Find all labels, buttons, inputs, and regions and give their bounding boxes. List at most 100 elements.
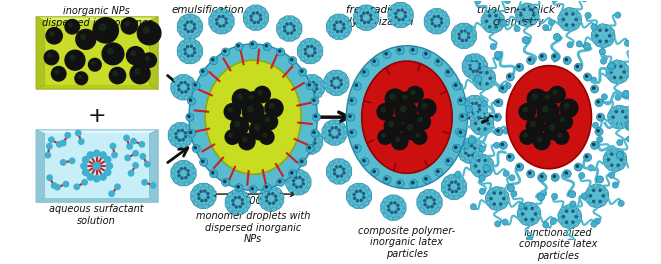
Circle shape bbox=[186, 21, 188, 23]
Circle shape bbox=[342, 168, 344, 170]
Circle shape bbox=[290, 23, 292, 25]
Circle shape bbox=[481, 17, 485, 22]
Circle shape bbox=[607, 105, 631, 129]
Circle shape bbox=[260, 130, 274, 144]
Circle shape bbox=[243, 192, 248, 197]
Circle shape bbox=[367, 5, 371, 10]
Circle shape bbox=[401, 106, 406, 112]
Circle shape bbox=[184, 24, 186, 26]
Circle shape bbox=[424, 190, 429, 194]
Circle shape bbox=[611, 153, 613, 155]
Circle shape bbox=[124, 135, 130, 141]
Circle shape bbox=[265, 99, 283, 117]
Circle shape bbox=[235, 197, 237, 199]
Circle shape bbox=[308, 147, 311, 149]
Circle shape bbox=[354, 18, 358, 23]
Circle shape bbox=[576, 210, 581, 215]
Circle shape bbox=[324, 70, 349, 96]
Circle shape bbox=[494, 100, 500, 106]
Circle shape bbox=[488, 26, 490, 28]
Circle shape bbox=[478, 128, 480, 130]
Circle shape bbox=[192, 88, 196, 92]
Circle shape bbox=[171, 88, 175, 92]
Circle shape bbox=[438, 30, 442, 34]
Circle shape bbox=[520, 130, 535, 144]
Circle shape bbox=[505, 83, 511, 89]
Circle shape bbox=[529, 172, 531, 174]
Circle shape bbox=[381, 195, 406, 220]
Circle shape bbox=[537, 194, 545, 201]
Circle shape bbox=[222, 30, 227, 34]
Circle shape bbox=[431, 22, 434, 25]
Circle shape bbox=[484, 128, 486, 130]
Circle shape bbox=[455, 129, 461, 135]
Circle shape bbox=[545, 120, 564, 140]
Circle shape bbox=[385, 53, 387, 55]
Circle shape bbox=[444, 177, 464, 197]
Circle shape bbox=[475, 116, 480, 121]
Circle shape bbox=[572, 206, 577, 210]
Circle shape bbox=[499, 141, 508, 149]
Circle shape bbox=[356, 23, 361, 28]
Circle shape bbox=[336, 136, 338, 138]
Circle shape bbox=[131, 51, 136, 56]
Circle shape bbox=[403, 96, 407, 99]
Circle shape bbox=[50, 32, 54, 36]
Circle shape bbox=[602, 201, 606, 205]
Circle shape bbox=[465, 72, 469, 77]
Circle shape bbox=[563, 56, 571, 65]
Circle shape bbox=[427, 11, 432, 16]
Circle shape bbox=[57, 142, 62, 147]
Circle shape bbox=[194, 201, 198, 206]
Circle shape bbox=[221, 178, 230, 186]
Circle shape bbox=[293, 169, 298, 174]
Circle shape bbox=[600, 23, 604, 28]
Circle shape bbox=[563, 223, 567, 228]
Circle shape bbox=[464, 148, 467, 150]
Circle shape bbox=[241, 199, 243, 201]
Circle shape bbox=[481, 174, 485, 178]
Circle shape bbox=[586, 198, 590, 202]
Circle shape bbox=[319, 136, 323, 141]
Circle shape bbox=[514, 26, 520, 32]
Circle shape bbox=[476, 156, 480, 161]
Circle shape bbox=[194, 51, 196, 54]
Circle shape bbox=[342, 73, 346, 77]
Circle shape bbox=[575, 18, 577, 21]
Circle shape bbox=[574, 25, 579, 29]
Circle shape bbox=[174, 179, 178, 183]
Circle shape bbox=[497, 130, 499, 132]
Circle shape bbox=[516, 17, 520, 21]
Circle shape bbox=[180, 56, 184, 61]
Circle shape bbox=[374, 13, 379, 17]
Circle shape bbox=[198, 197, 200, 199]
Circle shape bbox=[340, 138, 344, 143]
Circle shape bbox=[490, 166, 494, 170]
Circle shape bbox=[331, 127, 333, 129]
Circle shape bbox=[225, 22, 227, 24]
Circle shape bbox=[306, 144, 314, 153]
Circle shape bbox=[189, 179, 194, 183]
Circle shape bbox=[313, 113, 321, 121]
Circle shape bbox=[590, 141, 599, 149]
Circle shape bbox=[246, 197, 251, 202]
Circle shape bbox=[301, 160, 303, 162]
Circle shape bbox=[198, 52, 202, 56]
Circle shape bbox=[479, 67, 481, 69]
Circle shape bbox=[476, 111, 478, 114]
Circle shape bbox=[329, 17, 334, 21]
Circle shape bbox=[457, 187, 460, 189]
Circle shape bbox=[297, 142, 302, 147]
Circle shape bbox=[473, 80, 477, 85]
Circle shape bbox=[207, 196, 210, 199]
Circle shape bbox=[457, 183, 459, 186]
Circle shape bbox=[373, 60, 375, 62]
Circle shape bbox=[623, 71, 625, 73]
Circle shape bbox=[192, 174, 196, 178]
Circle shape bbox=[606, 74, 611, 78]
Circle shape bbox=[479, 175, 485, 181]
Circle shape bbox=[410, 47, 418, 55]
Circle shape bbox=[212, 196, 216, 201]
Circle shape bbox=[565, 172, 567, 174]
Circle shape bbox=[533, 14, 535, 16]
